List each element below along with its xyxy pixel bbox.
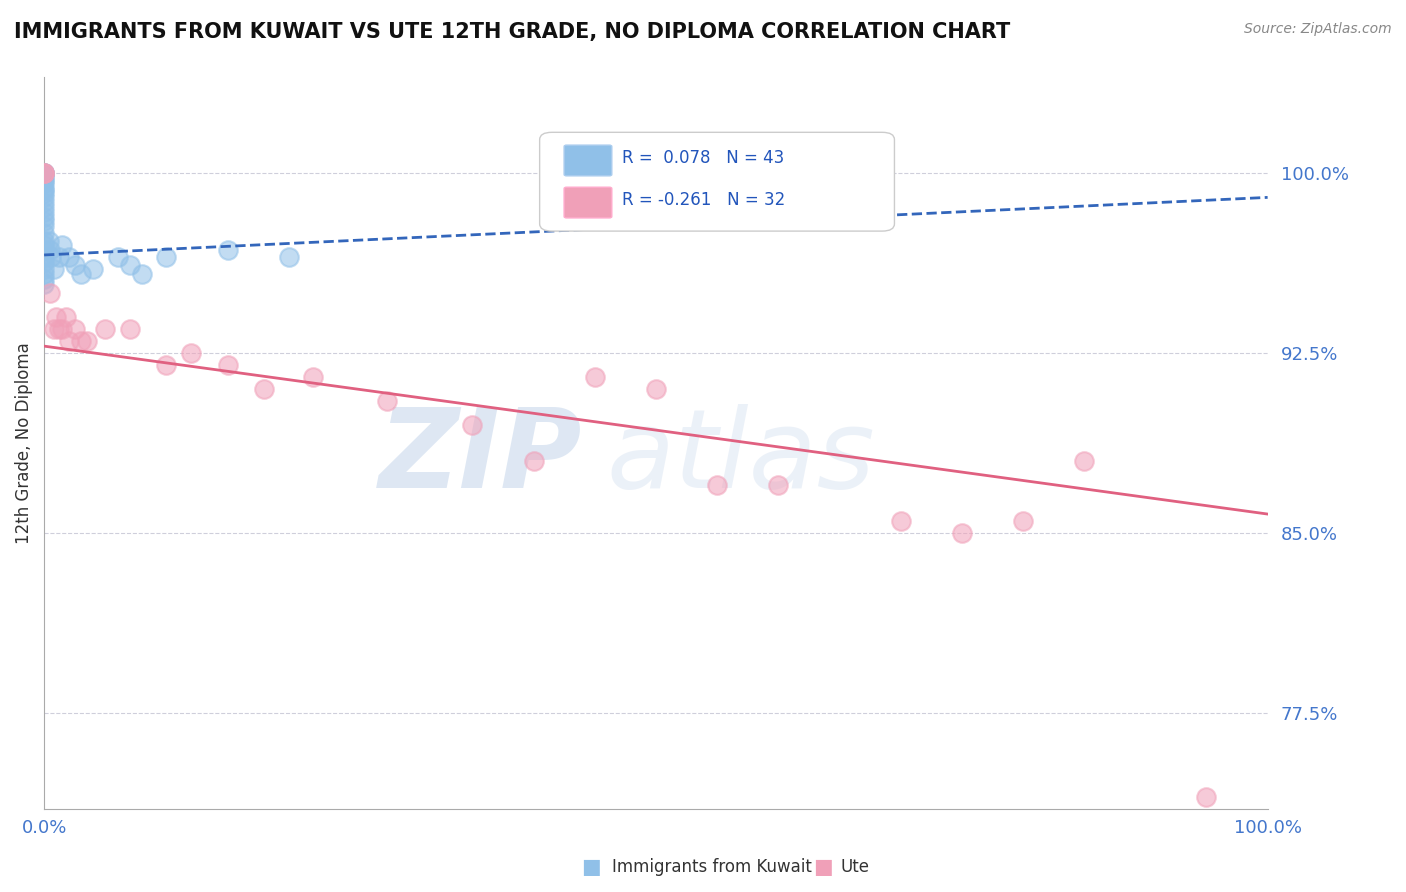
Point <box>94 322 117 336</box>
Point <box>375 394 398 409</box>
Point <box>58 334 80 349</box>
Point <box>32 267 55 281</box>
Point <box>51 322 73 336</box>
Point <box>155 359 177 373</box>
Point <box>32 166 55 180</box>
Point <box>69 267 91 281</box>
Point <box>32 262 55 277</box>
Point <box>32 176 55 190</box>
Point <box>131 267 153 281</box>
Point <box>890 514 912 528</box>
Point <box>32 214 55 228</box>
Text: Source: ZipAtlas.com: Source: ZipAtlas.com <box>1244 22 1392 37</box>
Text: Immigrants from Kuwait: Immigrants from Kuwait <box>612 858 811 876</box>
Point <box>766 478 789 492</box>
Point <box>48 251 70 265</box>
Point <box>155 251 177 265</box>
Point <box>32 190 55 204</box>
Text: ■: ■ <box>581 857 600 877</box>
Point <box>32 195 55 210</box>
Point <box>76 334 98 349</box>
FancyBboxPatch shape <box>564 145 612 176</box>
Text: R = -0.261   N = 32: R = -0.261 N = 32 <box>621 191 785 209</box>
Point <box>55 310 77 325</box>
Point <box>706 478 728 492</box>
Point <box>32 166 55 180</box>
Point <box>42 322 65 336</box>
Point <box>217 243 239 257</box>
Text: ■: ■ <box>813 857 832 877</box>
Point <box>41 251 63 265</box>
Point <box>461 418 484 433</box>
Text: Ute: Ute <box>841 858 870 876</box>
Point <box>39 286 62 301</box>
Point <box>1012 514 1035 528</box>
Point <box>32 173 55 187</box>
Point <box>63 322 86 336</box>
Point <box>32 204 55 219</box>
Text: IMMIGRANTS FROM KUWAIT VS UTE 12TH GRADE, NO DIPLOMA CORRELATION CHART: IMMIGRANTS FROM KUWAIT VS UTE 12TH GRADE… <box>14 22 1011 42</box>
FancyBboxPatch shape <box>540 132 894 231</box>
Point <box>58 251 80 265</box>
Point <box>950 526 973 541</box>
Point <box>32 243 55 257</box>
Point <box>38 234 60 248</box>
Point <box>32 181 55 195</box>
Point <box>118 258 141 272</box>
Point <box>32 166 55 180</box>
Point <box>32 210 55 224</box>
Point <box>32 183 55 197</box>
Text: R =  0.078   N = 43: R = 0.078 N = 43 <box>621 149 785 167</box>
Point <box>82 262 104 277</box>
Point <box>32 166 55 180</box>
FancyBboxPatch shape <box>564 187 612 218</box>
Point <box>32 227 55 241</box>
Point <box>277 251 299 265</box>
Point <box>32 166 55 180</box>
Point <box>1195 790 1218 805</box>
Point <box>32 277 55 291</box>
Point <box>302 370 325 384</box>
Point <box>32 200 55 214</box>
Point <box>42 262 65 277</box>
Point <box>522 454 544 468</box>
Y-axis label: 12th Grade, No Diploma: 12th Grade, No Diploma <box>15 343 32 544</box>
Point <box>69 334 91 349</box>
Point <box>32 255 55 269</box>
Point <box>32 171 55 186</box>
Point <box>48 322 70 336</box>
Point <box>583 370 606 384</box>
Point <box>118 322 141 336</box>
Point <box>63 258 86 272</box>
Point <box>32 166 55 180</box>
Point <box>253 382 276 396</box>
Point <box>32 238 55 252</box>
Point <box>107 251 129 265</box>
Point <box>51 238 73 252</box>
Point <box>39 243 62 257</box>
Point <box>217 359 239 373</box>
Text: atlas: atlas <box>607 404 876 511</box>
Point <box>180 346 202 360</box>
Text: ZIP: ZIP <box>380 404 582 511</box>
Point <box>1073 454 1095 468</box>
Point <box>32 272 55 286</box>
Point <box>32 169 55 183</box>
Point <box>32 234 55 248</box>
Point <box>32 251 55 265</box>
Point <box>644 382 666 396</box>
Point <box>32 219 55 234</box>
Point <box>45 310 67 325</box>
Point <box>32 186 55 200</box>
